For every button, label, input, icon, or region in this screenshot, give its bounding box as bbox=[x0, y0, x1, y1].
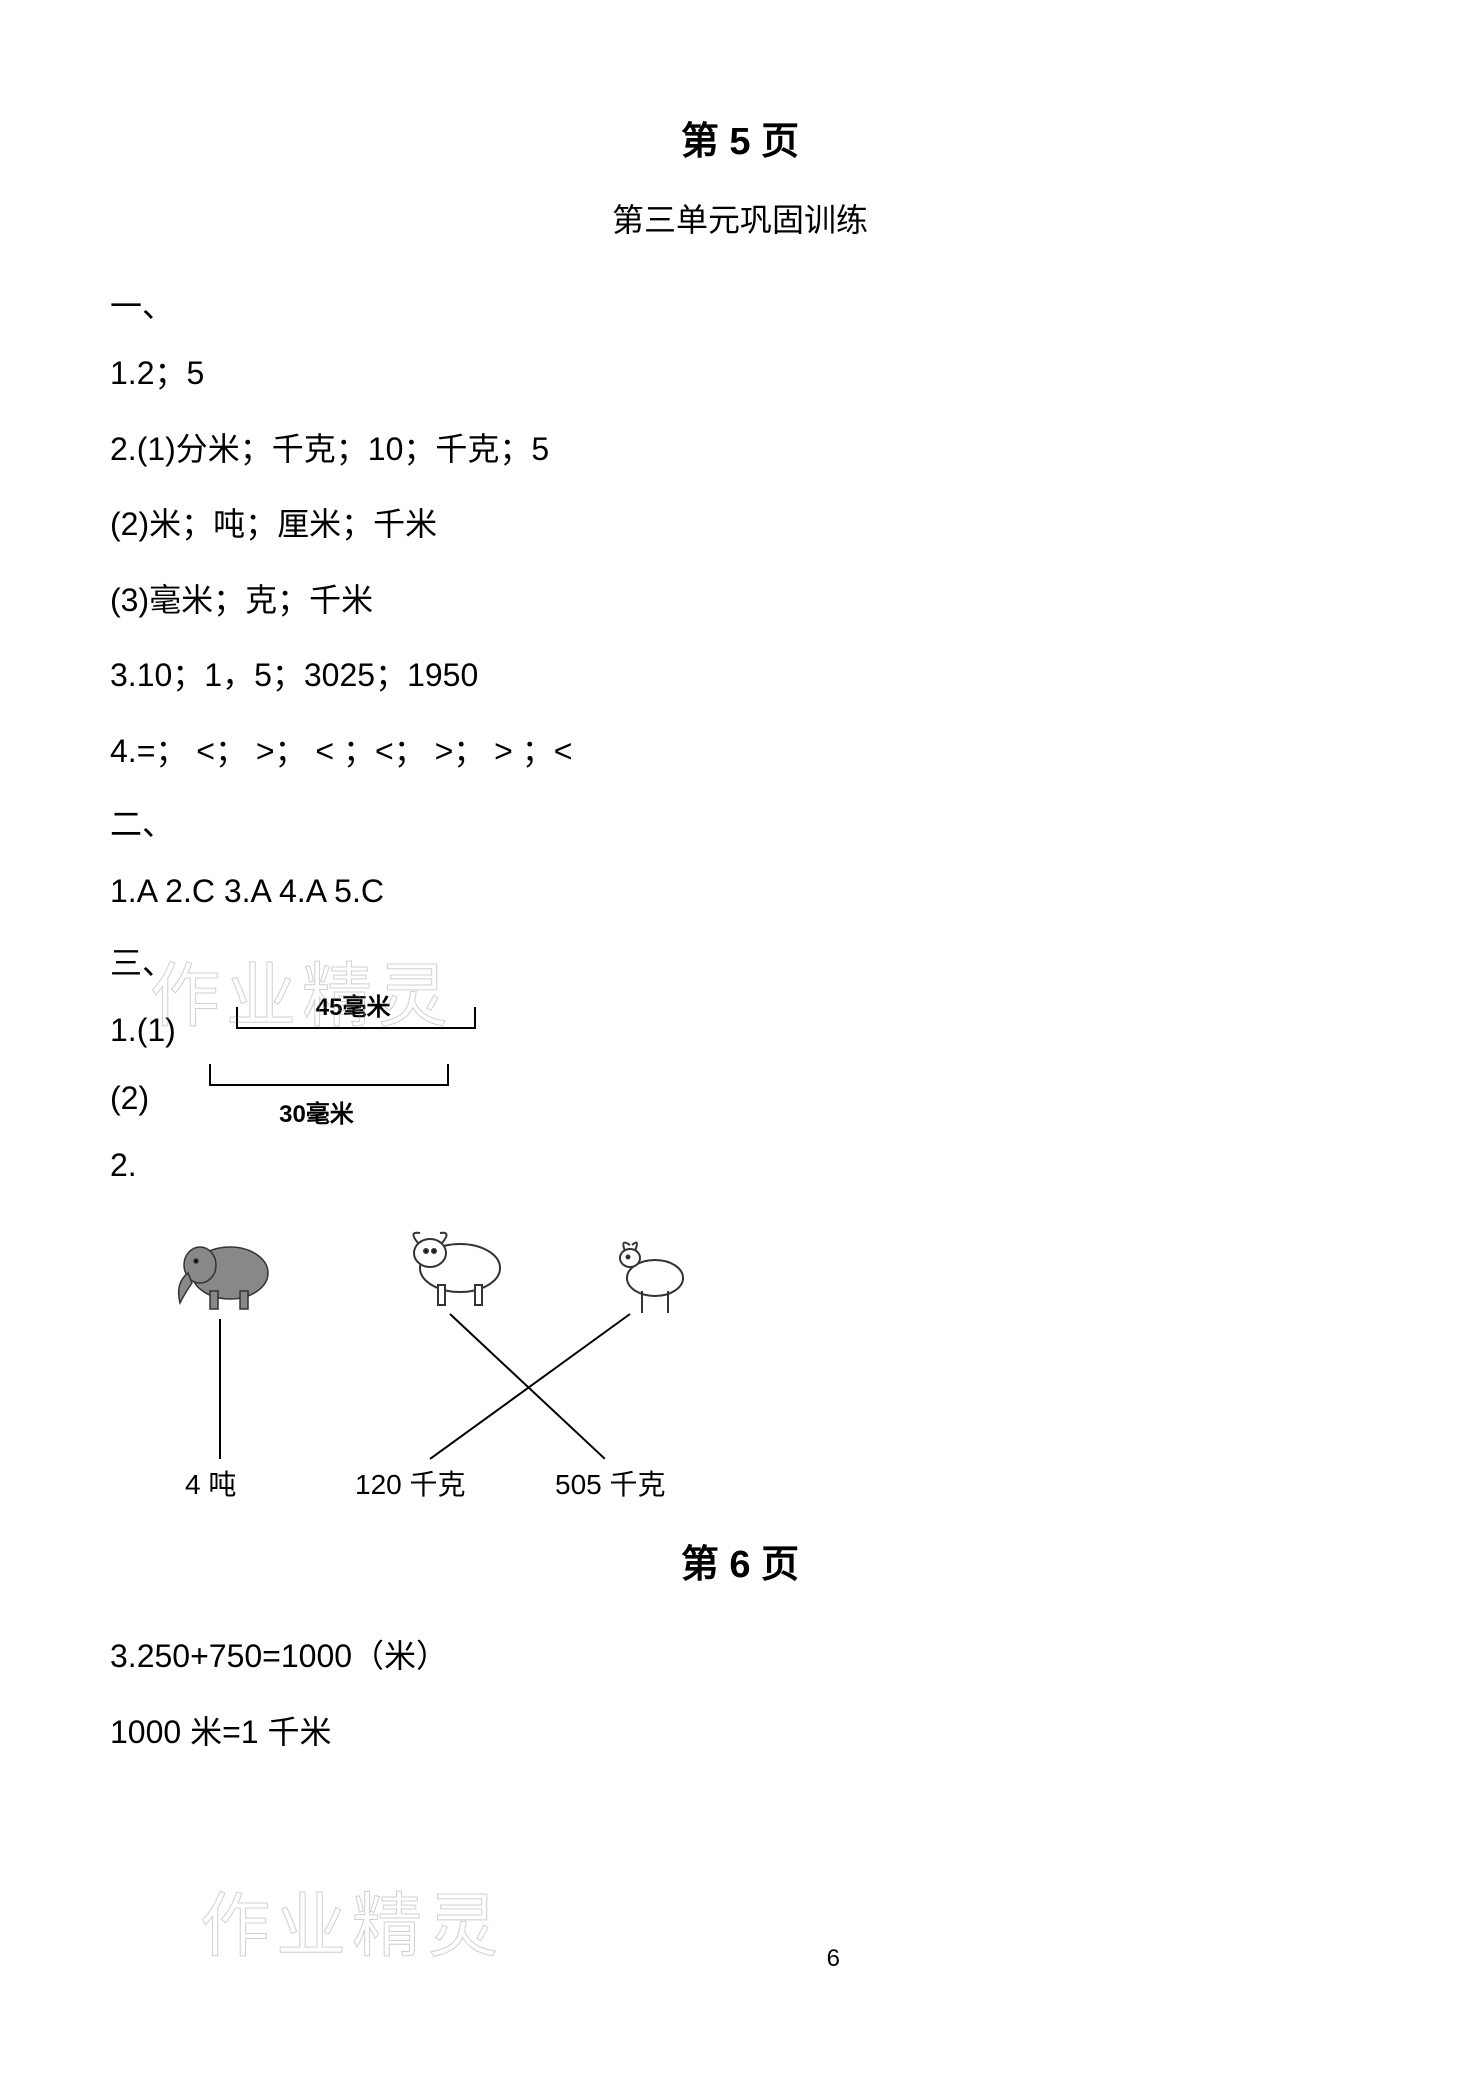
answer-line: 4.=； <； >； < ；<； >； > ；< bbox=[110, 723, 1370, 781]
watermark-text: 作业精灵 bbox=[200, 1870, 504, 1971]
ruler-tick bbox=[447, 1064, 449, 1086]
ruler-figure-1: 45毫米 bbox=[236, 997, 496, 1057]
document-page: 第 5 页 第三单元巩固训练 一、 1.2；5 2.(1)分米；千克；10；千克… bbox=[0, 0, 1480, 2093]
match-edge bbox=[219, 1319, 221, 1459]
answer-line: 1.2；5 bbox=[110, 345, 1370, 403]
ruler-label: 45毫米 bbox=[316, 987, 391, 1022]
page-6-title: 第 6 页 bbox=[110, 1533, 1370, 1588]
ruler-tick bbox=[236, 1007, 238, 1029]
ruler-line bbox=[236, 1027, 476, 1029]
answer-line: 3.10；1，5；3025；1950 bbox=[110, 647, 1370, 705]
ruler-figure-2: 30毫米 bbox=[209, 1054, 469, 1114]
item-prefix: 1.(1) bbox=[110, 1002, 176, 1060]
goat-icon bbox=[600, 1223, 700, 1323]
match-label: 4 吨 bbox=[185, 1463, 236, 1503]
answer-line: 1.A 2.C 3.A 4.A 5.C bbox=[110, 863, 1370, 921]
ruler-tick bbox=[474, 1007, 476, 1029]
answer-line: 2.(1)分米；千克；10；千克；5 bbox=[110, 421, 1370, 479]
buffalo-icon bbox=[390, 1213, 520, 1318]
matching-diagram: 4 吨 120 千克 505 千克 bbox=[130, 1213, 830, 1513]
answer-line: (3)毫米；克；千米 bbox=[110, 572, 1370, 630]
match-label: 120 千克 bbox=[355, 1463, 466, 1503]
page-title: 第 5 页 bbox=[110, 110, 1370, 165]
match-edge bbox=[429, 1313, 630, 1460]
item-number: 2. bbox=[110, 1137, 1370, 1195]
section-2-heading: 二、 bbox=[110, 799, 1370, 845]
ruler-row-2: (2) 30毫米 bbox=[110, 1070, 1370, 1128]
ruler-line bbox=[209, 1084, 449, 1086]
answer-line: 1000 米=1 千米 bbox=[110, 1704, 1370, 1762]
elephant-icon bbox=[170, 1223, 280, 1318]
ruler-row-1: 1.(1) 45毫米 bbox=[110, 1002, 1370, 1060]
unit-subtitle: 第三单元巩固训练 bbox=[110, 195, 1370, 241]
section-1-heading: 一、 bbox=[110, 281, 1370, 327]
ruler-tick bbox=[209, 1064, 211, 1086]
ruler-label: 30毫米 bbox=[279, 1094, 354, 1129]
answer-line: (2)米；吨；厘米；千米 bbox=[110, 496, 1370, 554]
item-prefix: (2) bbox=[110, 1070, 149, 1128]
section-3-heading: 三、 bbox=[110, 938, 1370, 984]
answer-line: 3.250+750=1000（米） bbox=[110, 1628, 1370, 1686]
page-number: 6 bbox=[827, 1945, 840, 1973]
match-label: 505 千克 bbox=[555, 1463, 666, 1503]
